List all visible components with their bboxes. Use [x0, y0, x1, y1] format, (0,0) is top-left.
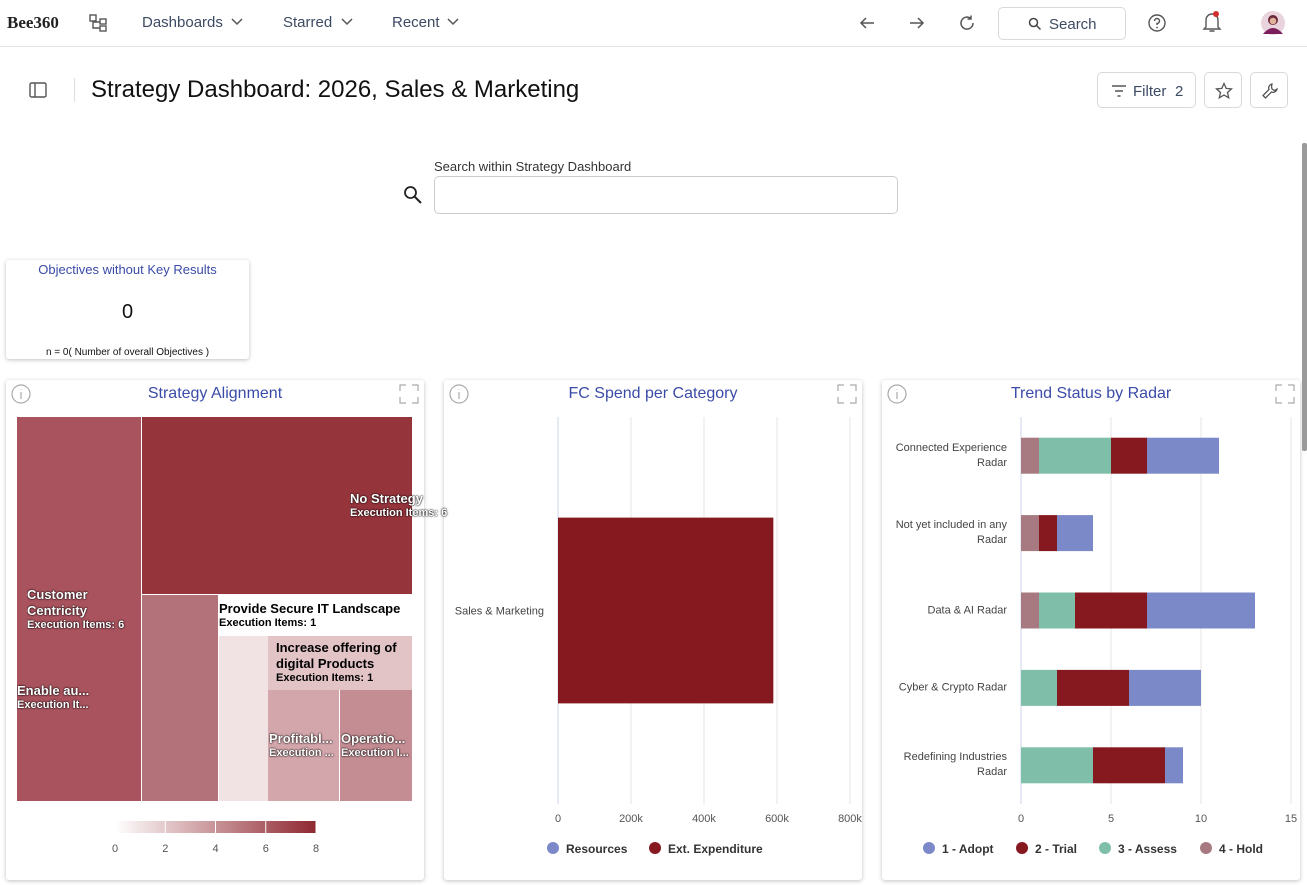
bar-segment: [1039, 592, 1075, 629]
treemap-cell: [17, 417, 141, 801]
notifications-icon[interactable]: [1201, 10, 1223, 34]
bar-segment: [1147, 437, 1219, 474]
color-tick-label: 2: [162, 843, 168, 855]
filter-button[interactable]: Filter 2: [1097, 72, 1196, 108]
x-tick-label: 15: [1285, 813, 1297, 825]
legend-marker: [649, 842, 661, 854]
legend-marker: [923, 842, 935, 854]
bar-segment: [1039, 437, 1111, 474]
x-tick-label: 600k: [765, 813, 789, 825]
forward-icon[interactable]: [908, 14, 926, 32]
dashboard-title: Strategy Dashboard: 2026, Sales & Market…: [91, 76, 580, 103]
search-input[interactable]: [434, 176, 898, 214]
legend-label: 3 - Assess: [1118, 842, 1177, 856]
bar-segment: [1021, 592, 1039, 629]
bar-segment: [1039, 515, 1057, 552]
kpi-note: n = 0( Number of overall Objectives ): [45, 347, 210, 358]
search-text: Search: [1049, 16, 1097, 33]
kpi-card: Objectives without Key Results 0 n = 0( …: [6, 260, 249, 359]
menu-recent[interactable]: Recent: [392, 14, 440, 31]
search-icon: [1028, 17, 1042, 31]
favorite-button[interactable]: [1204, 72, 1242, 108]
color-tick-label: 6: [263, 843, 269, 855]
chevron: [447, 18, 459, 26]
settings-button[interactable]: [1250, 72, 1288, 108]
kpi-title: Objectives without Key Results: [38, 262, 217, 277]
legend-label: Resources: [566, 842, 628, 856]
x-tick-label: 0: [555, 813, 561, 825]
menu-starred[interactable]: Starred: [283, 14, 333, 31]
legend-marker: [1200, 842, 1212, 854]
search-label: Search within Strategy Dashboard: [434, 159, 632, 174]
color-tick-label: 0: [112, 843, 118, 855]
help-icon[interactable]: [1147, 13, 1167, 33]
top-nav: Bee360 Dashboards Starred Recent Search: [0, 0, 1307, 47]
bar: [558, 517, 774, 704]
avatar[interactable]: [1260, 10, 1286, 36]
bar-segment: [1111, 437, 1147, 474]
kpi-value: 0: [121, 301, 134, 323]
legend-marker: [547, 842, 559, 854]
chart-title: FC Spend per Category: [568, 385, 738, 402]
bar-segment: [1147, 592, 1255, 629]
bar-segment: [1021, 669, 1057, 706]
search-icon: [404, 186, 422, 204]
color-tick-label: 8: [313, 843, 319, 855]
color-tick-label: 4: [212, 843, 218, 855]
menu-dashboards[interactable]: Dashboards: [142, 14, 223, 31]
x-tick-label: 10: [1195, 813, 1207, 825]
chart-title: Trend Status by Radar: [1010, 385, 1172, 402]
wrench-icon: [1262, 83, 1278, 99]
bar-segment: [1093, 747, 1165, 784]
x-tick-label: 800k: [838, 813, 862, 825]
bar-segment: [1021, 515, 1039, 552]
bar-segment: [1021, 437, 1039, 474]
treemap-cell: [340, 690, 412, 801]
legend-label: 1 - Adopt: [942, 842, 994, 856]
treemap-cell: [142, 595, 218, 801]
treemap-cell: [268, 636, 412, 690]
bar-segment: [1075, 592, 1147, 629]
filter-icon: [1112, 85, 1126, 97]
x-tick-label: 400k: [692, 813, 716, 825]
legend-label: 2 - Trial: [1035, 842, 1077, 856]
bar-segment: [1057, 515, 1093, 552]
back-icon[interactable]: [858, 14, 876, 32]
y-tick-label: Sales & Marketing: [455, 606, 544, 618]
x-tick-label: 0: [1018, 813, 1024, 825]
bar-segment: [1165, 747, 1183, 784]
bar-segment: [1021, 747, 1093, 784]
divider: [74, 78, 75, 102]
treemap-cell: [268, 690, 339, 801]
hierarchy-icon[interactable]: [89, 14, 107, 32]
refresh-icon[interactable]: [958, 14, 976, 32]
chevron: [341, 18, 353, 26]
legend-marker: [1016, 842, 1028, 854]
panel-icons: [11, 384, 1295, 404]
bar-segment: [1057, 669, 1129, 706]
sidebar-toggle[interactable]: [29, 81, 47, 99]
chart-title: Strategy Alignment: [147, 385, 283, 402]
treemap-cell: [219, 636, 268, 801]
logo[interactable]: Bee360: [7, 13, 59, 32]
star-icon: [1215, 82, 1233, 100]
search-button[interactable]: Search: [998, 7, 1126, 40]
scrollbar: [1302, 143, 1307, 451]
legend-marker: [1099, 842, 1111, 854]
chevron: [231, 18, 243, 26]
filter-label: Filter: [1133, 83, 1167, 100]
treemap-cell: [142, 417, 412, 594]
filter-count: 2: [1175, 83, 1184, 100]
x-tick-label: 5: [1108, 813, 1114, 825]
legend-label: Ext. Expenditure: [668, 842, 763, 856]
x-tick-label: 200k: [619, 813, 643, 825]
legend-label: 4 - Hold: [1219, 842, 1263, 856]
bar-segment: [1129, 669, 1201, 706]
